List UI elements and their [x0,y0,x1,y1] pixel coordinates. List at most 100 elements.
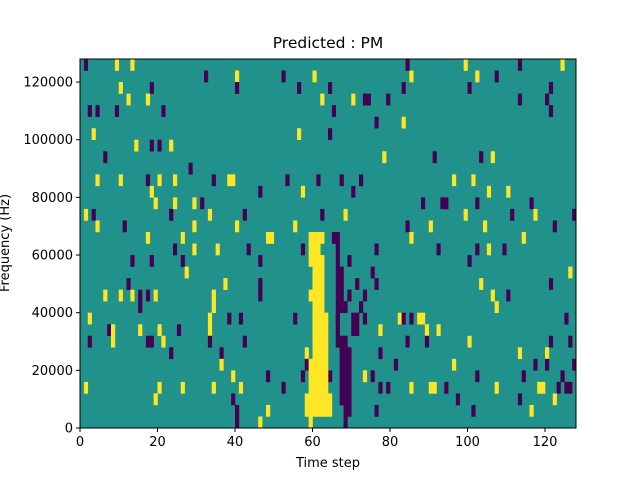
heatmap-cell [269,231,275,244]
x-tick-label: 20 [149,435,166,450]
heatmap-cell [118,82,123,94]
heatmap-cell [564,312,569,325]
heatmap-cell [169,139,174,152]
heatmap-cell [207,208,213,221]
heatmap-cell [297,82,302,94]
heatmap-cell [266,404,271,417]
heatmap-cell [467,82,472,94]
heatmap-cell [401,312,406,325]
y-tick-label: 100000 [23,133,73,148]
heatmap-cell [486,185,492,198]
heatmap-cell [87,312,92,325]
heatmap-cell [428,220,433,233]
heatmap-cell [386,381,391,394]
heatmap-cell [548,278,554,290]
heatmap-cell [223,278,228,290]
heatmap-cell [149,139,154,152]
heatmap-cell [386,93,391,106]
heatmap-cell [238,381,244,394]
heatmap-cell [192,243,197,256]
heatmap-cell [138,289,143,302]
x-tick-label: 120 [533,435,558,450]
heatmap-cell [343,301,348,313]
heatmap-cell [529,197,534,210]
heatmap-cell [246,243,251,256]
heatmap-cell [370,370,375,383]
heatmap-band [304,393,309,417]
y-tick-label: 120000 [23,76,73,91]
heatmap-cell [316,174,321,187]
heatmap-cell [235,404,240,417]
heatmap-cell [455,393,461,406]
heatmap-cell [173,197,178,210]
heatmap-cell [378,324,383,337]
y-axis-ticks: 0 20000 40000 60000 80000 100000 120000 [23,76,80,437]
heatmap-cell [564,381,569,394]
heatmap-cell [479,151,484,164]
heatmap-cell [281,70,286,83]
heatmap-cell [304,347,309,360]
heatmap-cell [463,59,468,71]
heatmap-cell [258,278,263,290]
heatmap-cell [432,151,437,164]
heatmap-cell [483,220,488,233]
heatmap-cell [328,128,333,141]
heatmap-cell [405,335,410,348]
heatmap-cell [192,220,197,233]
heatmap-cell [359,301,364,313]
heatmap-cell [114,59,120,71]
heatmap-cell [409,231,414,244]
heatmap-cell [134,139,139,152]
heatmap-cell [374,278,379,290]
heatmap-cell [145,335,151,348]
heatmap-cell [471,404,476,417]
heatmap-cell [517,59,523,71]
heatmap-cell [130,255,135,267]
heatmap-cell [545,358,550,371]
heatmap-cell [517,93,523,106]
heatmap-cell [560,59,565,71]
heatmap-cell [424,335,430,348]
heatmap-cell [552,393,557,406]
heatmap-cell [87,105,92,117]
heatmap-cell [409,70,414,83]
heatmap-cell [355,312,360,325]
heatmap-cell [502,243,507,256]
heatmap-cell [83,59,89,71]
heatmap-band [324,312,329,417]
heatmap-cell [568,266,573,279]
heatmap-cell [130,59,135,71]
heatmap-cell [153,197,158,210]
heatmap-band [308,231,313,267]
heatmap-cell [440,197,445,210]
heatmap-cell [494,70,499,83]
heatmap-cell [351,93,356,106]
heatmap-cell [215,243,220,256]
heatmap-cell [355,278,360,290]
heatmap-cell [521,370,526,383]
plot-area [79,58,577,429]
heatmap-cell [173,174,178,187]
heatmap-cell [436,324,441,337]
heatmap-cell [95,105,100,117]
heatmap-cell [405,220,410,233]
heatmap-cell [145,231,151,244]
heatmap-cell [83,381,89,394]
heatmap-cell [266,370,271,383]
heatmap-cell [533,358,538,371]
heatmap-cell [401,116,406,129]
heatmap-cell [145,93,151,106]
heatmap-cell [219,358,224,371]
heatmap-cell [548,105,554,117]
heatmap-cell [238,312,244,325]
heatmap-cell [568,381,573,394]
heatmap-cell [548,335,554,348]
heatmap-cell [157,139,162,152]
heatmap-cell [200,197,205,210]
heatmap-band [316,231,321,417]
heatmap-cell [149,255,154,267]
heatmap-cell [207,324,213,337]
heatmap-cell [258,185,263,198]
heatmap-cell [347,289,352,302]
